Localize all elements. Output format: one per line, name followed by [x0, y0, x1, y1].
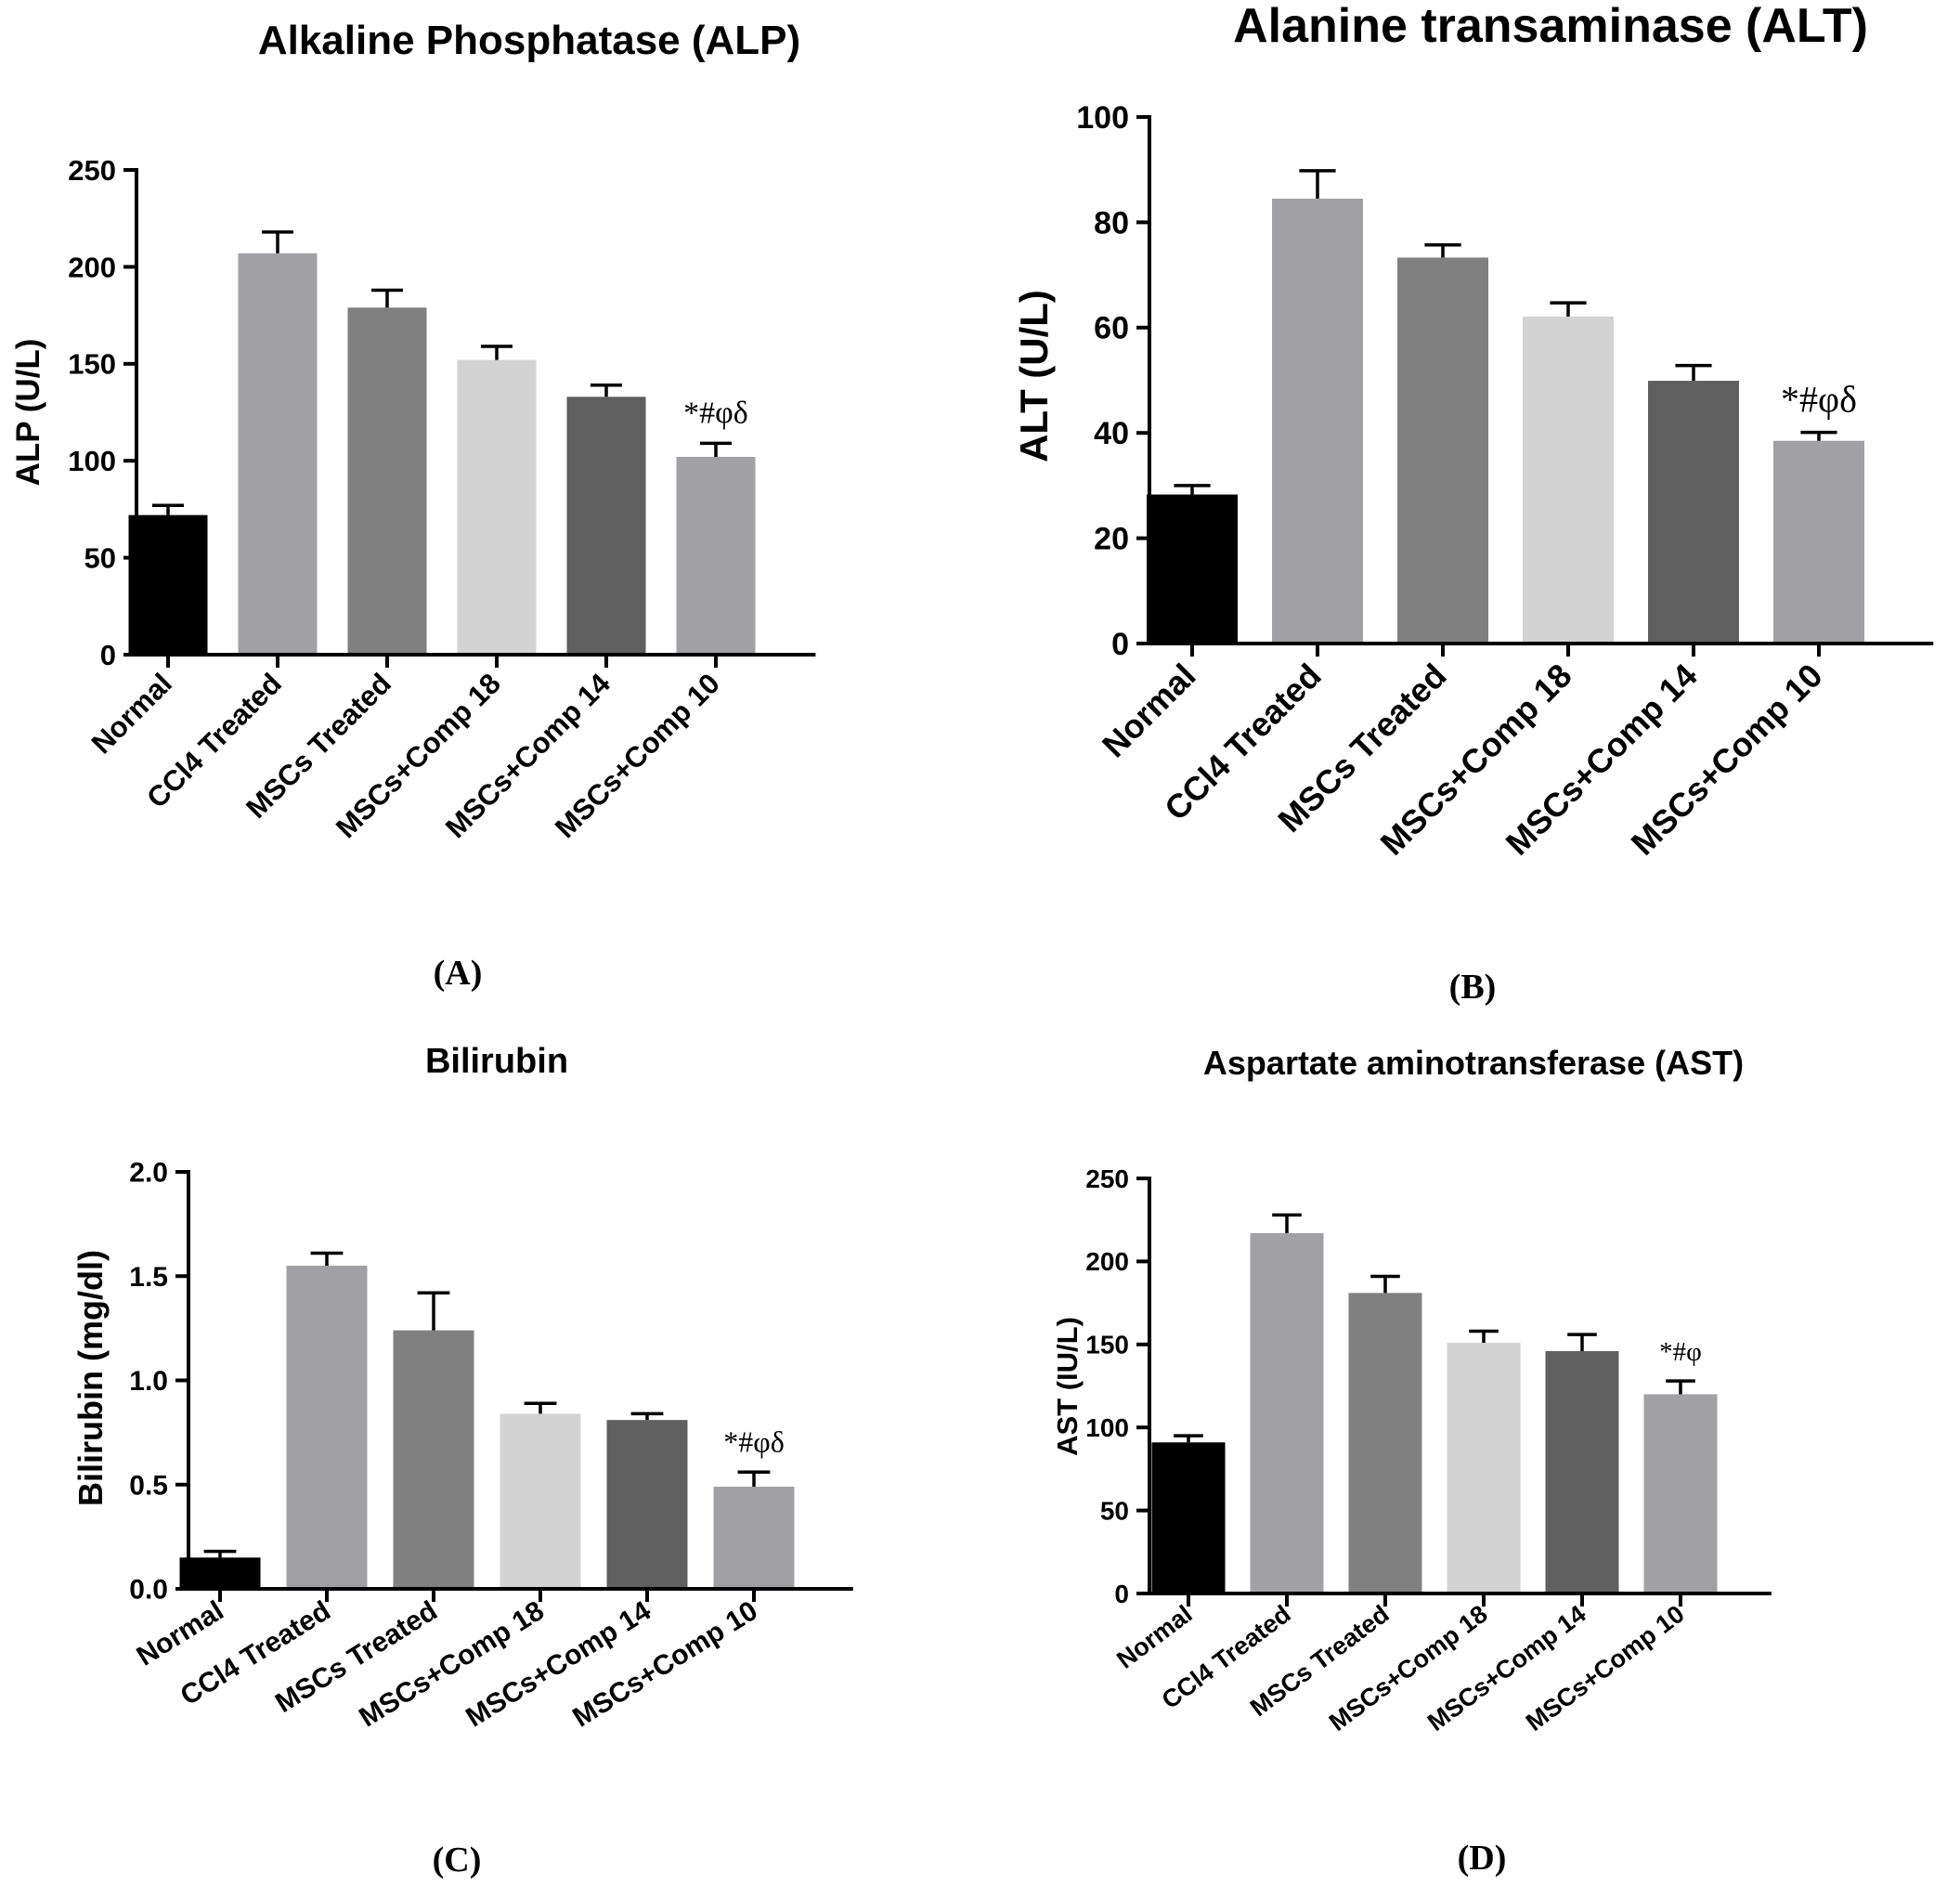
bar-5: [1648, 381, 1739, 644]
y-tick-label: 250: [1085, 1164, 1129, 1193]
y-tick-label: 0.5: [129, 1470, 168, 1501]
y-tick-label: 60: [1094, 311, 1129, 346]
bar-3: [1348, 1293, 1422, 1593]
chart-title: Alanine transaminase (ALT): [1233, 0, 1868, 53]
chart-title: Aspartate aminotransferase (AST): [1203, 1044, 1744, 1082]
y-axis-label: AST (IU/L): [1051, 1317, 1084, 1456]
bar-2: [238, 253, 318, 655]
panel-label: (C): [433, 1840, 482, 1879]
chart-title: Alkaline Phosphatase (ALP): [258, 18, 800, 63]
category-label: MSCs+Comp 18: [354, 1595, 549, 1734]
y-tick-label: 20: [1094, 522, 1129, 557]
y-tick-label: 150: [68, 348, 116, 381]
y-tick-label: 0: [100, 639, 116, 671]
chart-panel-1: Alkaline Phosphatase (ALP) ALP (U/L) 0 50 10…: [10, 18, 816, 993]
category-label: Normal: [85, 667, 178, 760]
significance-annotation: *#φδ: [1781, 379, 1857, 421]
category-label: MSCs+Comp 14: [461, 1595, 656, 1734]
bar-1: [128, 514, 208, 655]
bar-6: [1643, 1394, 1718, 1593]
bar-4: [500, 1413, 581, 1589]
y-tick-label: 50: [84, 541, 116, 574]
bar-1: [1147, 494, 1238, 644]
y-tick-label: 2.0: [129, 1158, 168, 1189]
bar-3: [1397, 257, 1488, 644]
category-label: Normal: [1111, 1600, 1197, 1674]
y-axis-label: Bilirubin (mg/dl): [71, 1250, 110, 1506]
y-axis-label: ALP (U/L): [10, 339, 46, 487]
bar-1: [1151, 1442, 1226, 1593]
y-tick-label: 50: [1100, 1496, 1129, 1525]
y-tick-label: 1.5: [129, 1262, 168, 1293]
y-tick-label: 0: [1111, 627, 1129, 662]
y-tick-label: 150: [1085, 1331, 1129, 1359]
category-label: Normal: [1095, 657, 1203, 765]
y-tick-label: 200: [1085, 1247, 1129, 1276]
bar-2: [1250, 1233, 1324, 1593]
y-tick-label: 1.0: [129, 1366, 168, 1397]
bar-4: [1447, 1343, 1521, 1593]
bar-6: [1773, 440, 1864, 644]
bar-2: [286, 1266, 368, 1589]
significance-annotation: *#φδ: [723, 1424, 785, 1458]
chart-panel-2: Alanine transaminase (ALT) ALT (U/L) 0 20 40…: [1012, 0, 1934, 1007]
bar-6: [713, 1486, 795, 1589]
bar-4: [457, 359, 537, 655]
y-tick-label: 200: [68, 251, 116, 283]
bar-5: [566, 397, 646, 655]
y-tick-label: 100: [68, 445, 116, 477]
y-tick-label: 0: [1114, 1580, 1129, 1608]
y-tick-label: 250: [68, 154, 116, 187]
significance-annotation: *#φδ: [683, 396, 748, 430]
chart-title: Bilirubin: [425, 1042, 568, 1081]
bar-5: [606, 1420, 688, 1589]
bar-1: [179, 1557, 261, 1589]
bar-3: [393, 1330, 474, 1589]
bar-3: [347, 307, 427, 655]
bar-5: [1545, 1350, 1619, 1593]
y-tick-label: 40: [1094, 416, 1129, 451]
bar-2: [1272, 198, 1363, 644]
y-tick-label: 100: [1085, 1413, 1129, 1442]
bar-4: [1523, 316, 1614, 644]
panel-label: (B): [1449, 968, 1497, 1007]
category-label: MSCs+Comp 10: [567, 1595, 762, 1734]
y-tick-label: 0.0: [129, 1575, 168, 1606]
y-tick-label: 80: [1094, 205, 1129, 241]
significance-annotation: *#φ: [1659, 1337, 1702, 1367]
y-tick-label: 100: [1076, 100, 1129, 136]
bar-6: [676, 457, 756, 655]
chart-panel-4: Aspartate aminotransferase (AST) AST (IU/…: [1051, 1044, 1772, 1878]
panel-label: (D): [1458, 1839, 1507, 1878]
panel-label: (A): [434, 954, 483, 993]
chart-panel-3: Bilirubin Bilirubin (mg/dl) 0.0 0.5 1.0 1.5 2.…: [71, 1042, 853, 1879]
y-axis-label: ALT (U/L): [1012, 290, 1056, 462]
